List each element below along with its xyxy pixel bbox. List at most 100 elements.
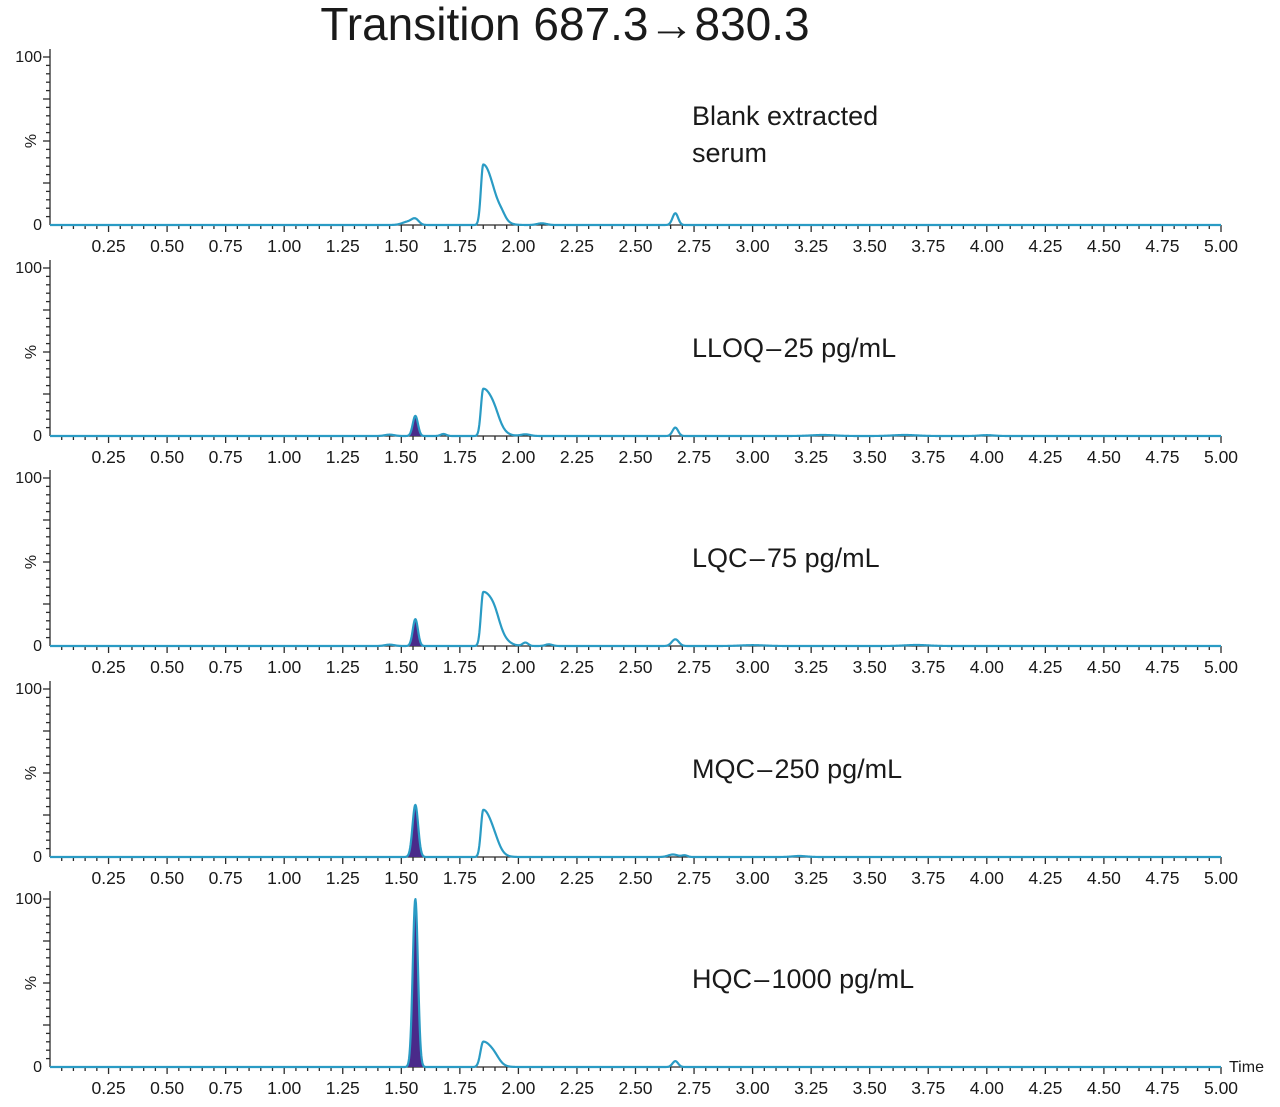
panel-label: MQC – 250 pg/mL: [692, 754, 902, 784]
x-tick-label: 3.75: [911, 868, 945, 888]
x-tick-label: 3.75: [911, 447, 945, 467]
y-tick-label-0: 0: [33, 1059, 42, 1076]
x-tick-label: 1.00: [267, 657, 301, 677]
panel-label: LQC – 75 pg/mL: [692, 543, 880, 573]
x-tick-label: 4.25: [1028, 447, 1062, 467]
x-tick-label: 2.75: [677, 868, 711, 888]
x-tick-label: 3.75: [911, 1078, 945, 1098]
x-tick-label: 0.50: [150, 447, 184, 467]
x-tick-label: 2.50: [618, 1078, 652, 1098]
x-tick-label: 0.50: [150, 1078, 184, 1098]
chromatogram-trace: [49, 803, 1222, 859]
x-tick-label: 2.00: [501, 868, 535, 888]
x-tick-label: 0.75: [209, 868, 243, 888]
x-tick-label: 5.00: [1204, 236, 1238, 256]
chromatogram-trace: [49, 898, 1222, 1069]
x-tick-label: 4.25: [1028, 868, 1062, 888]
x-tick-label: 0.50: [150, 236, 184, 256]
x-tick-label: 0.75: [209, 1078, 243, 1098]
x-tick-label: 0.25: [92, 1078, 126, 1098]
x-tick-label: 5.00: [1204, 1078, 1238, 1098]
x-tick-label: 3.00: [736, 657, 770, 677]
x-tick-label: 2.25: [560, 657, 594, 677]
x-tick-label: 3.25: [794, 447, 828, 467]
x-tick-label: 3.00: [736, 236, 770, 256]
x-tick-label: 0.75: [209, 657, 243, 677]
x-tick-label: 2.50: [618, 868, 652, 888]
x-tick-label: 0.75: [209, 447, 243, 467]
x-tick-label: 2.50: [618, 657, 652, 677]
chromatogram-trace: [49, 163, 1222, 227]
chart-title: Transition 687.3→830.3: [320, 0, 810, 50]
x-tick-label: 3.00: [736, 868, 770, 888]
x-tick-label: 3.50: [853, 1078, 887, 1098]
x-tick-label: 1.75: [443, 657, 477, 677]
x-tick-label: 1.25: [326, 447, 360, 467]
x-tick-label: 2.25: [560, 868, 594, 888]
y-tick-label-100: 100: [15, 891, 42, 908]
x-tick-label: 4.25: [1028, 236, 1062, 256]
y-tick-label-0: 0: [33, 428, 42, 445]
x-tick-label: 1.75: [443, 1078, 477, 1098]
x-tick-label: 3.50: [853, 868, 887, 888]
x-tick-label: 3.75: [911, 236, 945, 256]
x-tick-label: 3.50: [853, 447, 887, 467]
x-tick-label: 1.75: [443, 868, 477, 888]
x-tick-label: 1.50: [384, 447, 418, 467]
x-tick-label: 4.50: [1087, 447, 1121, 467]
chromatogram-trace: [49, 590, 1222, 648]
x-tick-label: 2.75: [677, 657, 711, 677]
x-tick-label: 3.25: [794, 236, 828, 256]
x-tick-label: 2.00: [501, 657, 535, 677]
x-tick-label: 3.50: [853, 236, 887, 256]
x-tick-label: 1.25: [326, 1078, 360, 1098]
x-tick-label: 1.50: [384, 657, 418, 677]
x-tick-label: 1.50: [384, 1078, 418, 1098]
x-tick-label: 4.00: [970, 657, 1004, 677]
x-tick-label: 4.00: [970, 447, 1004, 467]
y-tick-label-0: 0: [33, 217, 42, 234]
x-tick-label: 1.00: [267, 1078, 301, 1098]
x-tick-label: 1.75: [443, 236, 477, 256]
y-tick-label-100: 100: [15, 260, 42, 277]
y-axis-title: %: [23, 555, 40, 569]
y-axis-title: %: [23, 134, 40, 148]
x-tick-label: 0.50: [150, 657, 184, 677]
x-tick-label: 4.00: [970, 236, 1004, 256]
x-tick-label: 4.50: [1087, 657, 1121, 677]
y-axis-title: %: [23, 345, 40, 359]
x-tick-label: 2.50: [618, 447, 652, 467]
x-tick-label: 4.50: [1087, 236, 1121, 256]
x-tick-label: 2.25: [560, 447, 594, 467]
x-tick-label: 2.50: [618, 236, 652, 256]
y-tick-label-100: 100: [15, 49, 42, 66]
x-tick-label: 3.75: [911, 657, 945, 677]
y-tick-label-100: 100: [15, 470, 42, 487]
x-tick-label: 4.50: [1087, 868, 1121, 888]
x-tick-label: 0.50: [150, 868, 184, 888]
chromatogram-trace: [49, 387, 1222, 438]
x-tick-label: 4.75: [1145, 868, 1179, 888]
x-tick-label: 1.75: [443, 447, 477, 467]
x-tick-label: 2.25: [560, 1078, 594, 1098]
x-tick-label: 0.25: [92, 236, 126, 256]
y-axis-title: %: [23, 976, 40, 990]
y-tick-label-0: 0: [33, 849, 42, 866]
x-tick-label: 2.75: [677, 236, 711, 256]
x-tick-label: 3.50: [853, 657, 887, 677]
x-tick-label: 4.75: [1145, 1078, 1179, 1098]
x-tick-label: 0.25: [92, 447, 126, 467]
x-tick-label: 1.00: [267, 236, 301, 256]
x-tick-label: 0.25: [92, 868, 126, 888]
panel-label: serum: [692, 138, 767, 168]
y-tick-label-0: 0: [33, 638, 42, 655]
x-tick-label: 0.75: [209, 236, 243, 256]
x-tick-label: 2.75: [677, 1078, 711, 1098]
y-tick-label-100: 100: [15, 681, 42, 698]
x-axis-title: Time: [1229, 1059, 1264, 1076]
x-tick-label: 2.00: [501, 1078, 535, 1098]
x-tick-label: 5.00: [1204, 657, 1238, 677]
x-tick-label: 2.00: [501, 447, 535, 467]
x-tick-label: 4.75: [1145, 657, 1179, 677]
